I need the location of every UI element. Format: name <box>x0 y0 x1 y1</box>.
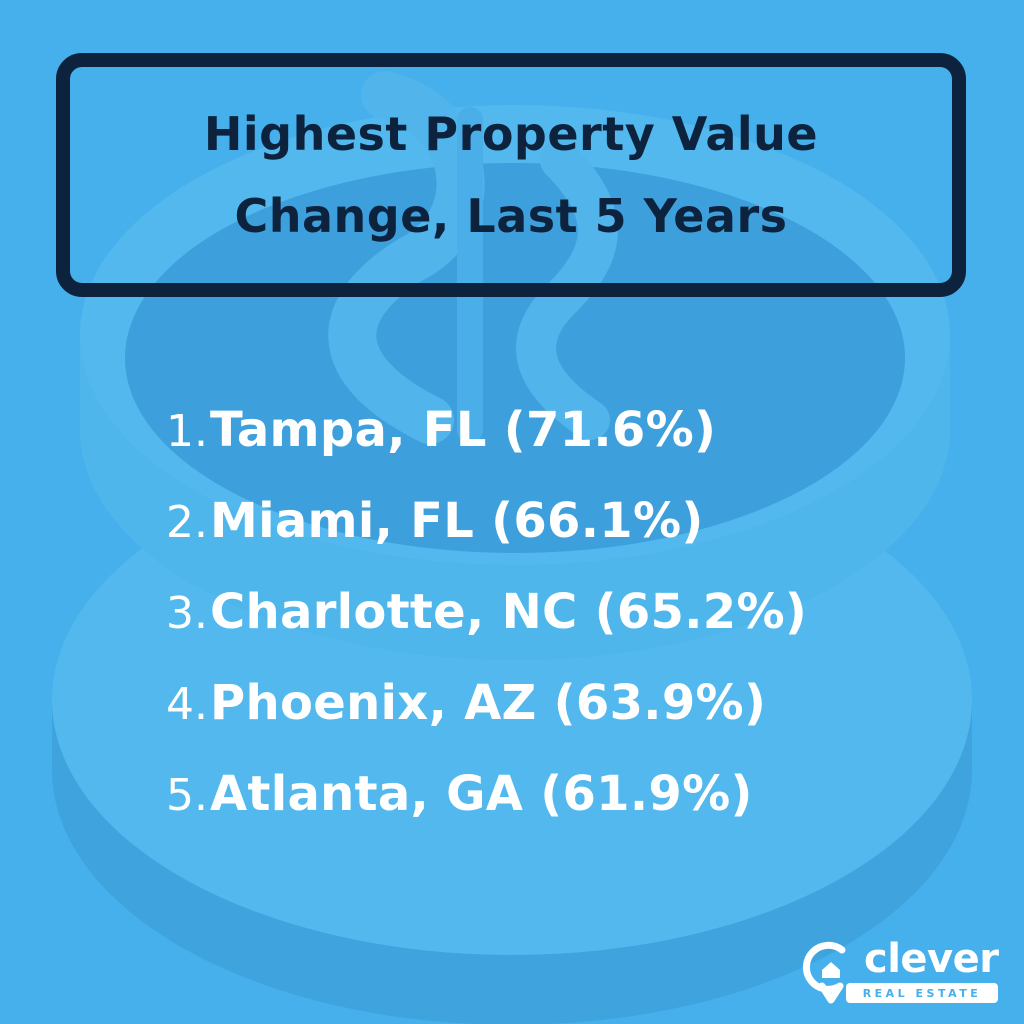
rank-label: Atlanta, GA (61.9%) <box>210 766 753 822</box>
rank-number: 1. <box>166 406 208 457</box>
ranking-list: 1. Tampa, FL (71.6%) 2. Miami, FL (66.1%… <box>140 402 807 857</box>
clever-logo: clever REAL ESTATE <box>800 936 1005 1008</box>
title-box: Highest Property Value Change, Last 5 Ye… <box>56 53 966 297</box>
title-line-2: Change, Last 5 Years <box>234 189 788 243</box>
logo-wordmark: clever <box>864 936 999 982</box>
list-item: 5. Atlanta, GA (61.9%) <box>140 766 807 857</box>
rank-number: 2. <box>166 497 208 548</box>
list-item: 4. Phoenix, AZ (63.9%) <box>140 675 807 766</box>
logo-tagline: REAL ESTATE <box>846 983 998 1003</box>
rank-number: 5. <box>166 770 208 821</box>
rank-label: Tampa, FL (71.6%) <box>210 402 717 458</box>
title-line-1: Highest Property Value <box>203 107 819 161</box>
rank-label: Miami, FL (66.1%) <box>210 493 704 549</box>
rank-label: Charlotte, NC (65.2%) <box>210 584 808 640</box>
location-pin-house-icon <box>802 941 846 1004</box>
list-item: 3. Charlotte, NC (65.2%) <box>140 584 807 675</box>
rank-number: 4. <box>166 679 208 730</box>
list-item: 2. Miami, FL (66.1%) <box>140 493 807 584</box>
rank-number: 3. <box>166 588 208 639</box>
list-item: 1. Tampa, FL (71.6%) <box>140 402 807 493</box>
rank-label: Phoenix, AZ (63.9%) <box>210 675 767 731</box>
